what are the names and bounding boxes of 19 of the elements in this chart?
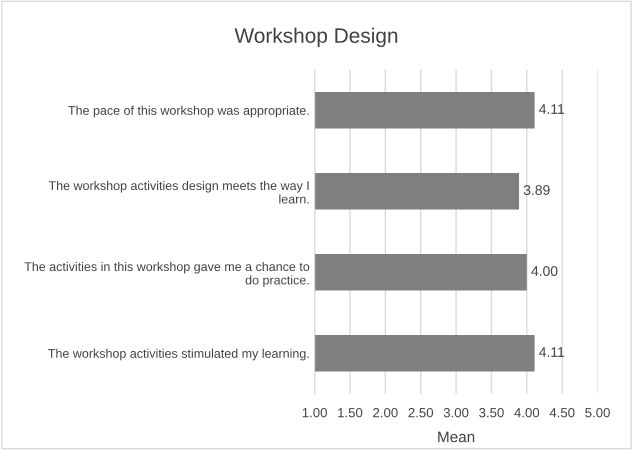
- x-axis-title: Mean: [438, 432, 474, 442]
- x-tick-label: 1.00: [302, 408, 327, 418]
- x-tick-label: 3.00: [444, 408, 468, 418]
- data-label: 4.00: [531, 266, 558, 276]
- y-tick-label: The workshop activities design meets the way I learn.: [48, 180, 309, 204]
- data-label: 3.89: [524, 185, 550, 195]
- chart-title: Workshop Design: [234, 28, 398, 48]
- x-tick-label: 4.00: [514, 408, 540, 418]
- y-tick-label: The activities in this workshop gave me a chance to do practice.: [24, 262, 310, 288]
- y-tick-label: The workshop activities stimulated my learning.: [48, 348, 309, 360]
- x-tick-label: 2.50: [408, 408, 434, 418]
- x-tick-label: 1.50: [338, 408, 362, 418]
- x-tick-label: 2.00: [373, 408, 398, 418]
- x-tick-label: 5.00: [585, 408, 610, 418]
- x-tick-label: 3.50: [479, 408, 504, 418]
- data-label: 4.11: [539, 347, 564, 357]
- data-label: 4.11: [539, 104, 564, 114]
- x-tick-label: 4.50: [550, 408, 575, 418]
- y-tick-label: The pace of this workshop was appropriate.: [68, 106, 309, 118]
